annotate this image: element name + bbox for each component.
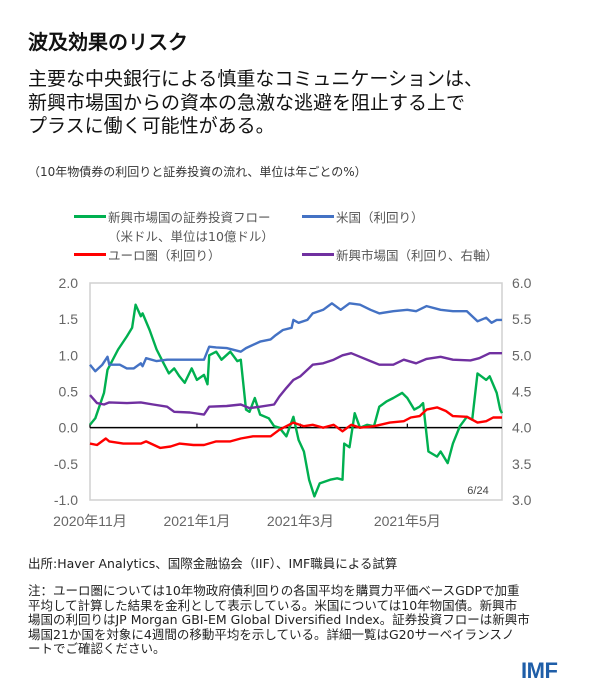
x-tick-label: 2021年1月 (163, 513, 230, 529)
source-note: 出所:Haver Analytics、国際金融協会（IIF）、IMF職員による試… (28, 556, 398, 571)
plot-frame (89, 282, 503, 501)
footnote-line: 注：ユーロ圏については10年物政府債利回りの各国平均を購買力平価ベースGDPで加… (28, 583, 520, 598)
footnote-line: ートでご確認ください。 (28, 641, 166, 656)
legend-label: ユーロ圏（利回り） (108, 248, 221, 263)
y-tick-label-right: 5.5 (512, 311, 532, 327)
x-tick-label: 2021年5月 (374, 513, 441, 529)
units-note: （10年物債券の利回りと証券投資の流れ、単位は年ごとの%） (28, 165, 367, 179)
legend-item-euro: ユーロ圏（利回り） (74, 245, 221, 264)
x-tick-label: 2020年11月 (53, 513, 127, 529)
series-line (89, 352, 502, 416)
subtitle-line: プラスに働く可能性がある。 (28, 115, 275, 137)
y-tick-label-right: 3.0 (512, 492, 532, 508)
legend-label: （米ドル、単位は10億ドル） (108, 229, 274, 244)
legend-swatch (74, 215, 106, 218)
date-annotation: 6/24 (467, 485, 488, 497)
legend-swatch (302, 215, 334, 218)
subtitle-line: 新興市場国からの資本の急激な逃避を阻止する上で (28, 91, 466, 114)
line-chart: 2.0 1.5 1.0 0.5 0.0 -0.5 -1.0 6.0 5.5 5.0 4.5 4.0 3.… (53, 275, 532, 529)
y-tick-label-right: 5.0 (512, 347, 532, 363)
y-tick-label-right: 6.0 (512, 275, 532, 291)
y-tick-label-right: 3.5 (512, 456, 532, 472)
legend-swatch (74, 253, 106, 256)
subtitle: 主要な中央銀行による慎重なコミュニケーションは、 新興市場国からの資本の急激な逃… (28, 68, 588, 139)
legend-item-us: 米国（利回り） (302, 207, 424, 226)
y-tick-label-left: 0.5 (59, 384, 79, 400)
series-line (89, 302, 502, 373)
y-tick-label-left: 1.0 (59, 347, 79, 363)
footnote-line: 場国21か国を対象に4週間の移動平均を示している。詳細一覧はG20サーベイランス… (28, 626, 515, 642)
y-tick-label-left: -0.5 (54, 456, 78, 472)
imf-logo: IMF (521, 658, 558, 683)
y-tick-label-left: 2.0 (59, 275, 79, 291)
footnote: 注：ユーロ圏については10年物政府債利回りの各国平均を購買力平価ベースGDPで加… (28, 583, 568, 657)
legend-item-em-flows-unit: （米ドル、単位は10億ドル） (108, 226, 274, 245)
footnote-line: 場国の利回りはJP Morgan GBI-EM Global Diversifi… (28, 612, 530, 627)
legend-item-em-yield: 新興市場国（利回り、右軸） (302, 245, 498, 264)
x-tick-label: 2021年3月 (267, 513, 334, 529)
subtitle-line: 主要な中央銀行による慎重なコミュニケーションは、 (28, 68, 484, 90)
legend-label: 新興市場国（利回り、右軸） (336, 248, 499, 263)
legend-item-em-flows: 新興市場国の証券投資フロー (74, 207, 271, 226)
footnote-line: 平均して計算した結果を金利として表示している。米国については10年物国債。新興市 (28, 597, 518, 613)
y-tick-label-right: 4.5 (512, 384, 532, 400)
legend-label: 新興市場国の証券投資フロー (108, 210, 271, 225)
series-line (89, 406, 502, 450)
y-tick-label-right: 4.0 (512, 420, 532, 436)
legend-label: 米国（利回り） (336, 210, 424, 225)
chart-title: 波及効果のリスク (28, 30, 188, 54)
y-tick-label-left: 0.0 (59, 420, 79, 436)
series-line (89, 303, 504, 498)
legend-swatch (302, 253, 334, 256)
y-tick-label-left: 1.5 (59, 311, 79, 327)
y-tick-label-left: -1.0 (54, 492, 78, 508)
